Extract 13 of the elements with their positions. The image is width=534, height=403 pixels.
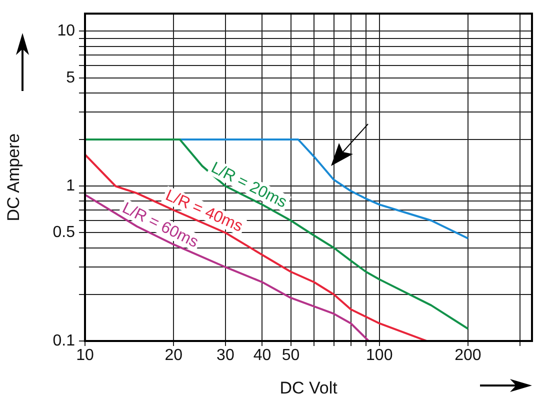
y-tick-label: 1 <box>66 178 76 195</box>
x-tick-label: 50 <box>282 347 300 364</box>
y-tick-label: 0.1 <box>52 332 76 350</box>
x-tick-label: 200 <box>454 347 482 364</box>
y-axis-title: DC Ampere <box>4 133 23 222</box>
y-tick-label: 10 <box>57 22 76 40</box>
x-tick-label: 40 <box>253 347 272 364</box>
x-tick-label: 30 <box>216 347 234 364</box>
y-tick-label: 0.5 <box>52 224 76 242</box>
y-tick-label: 5 <box>66 69 76 86</box>
x-axis-title: DC Volt <box>280 378 338 398</box>
x-tick-label: 20 <box>164 347 183 364</box>
x-tick-label: 100 <box>366 347 393 364</box>
